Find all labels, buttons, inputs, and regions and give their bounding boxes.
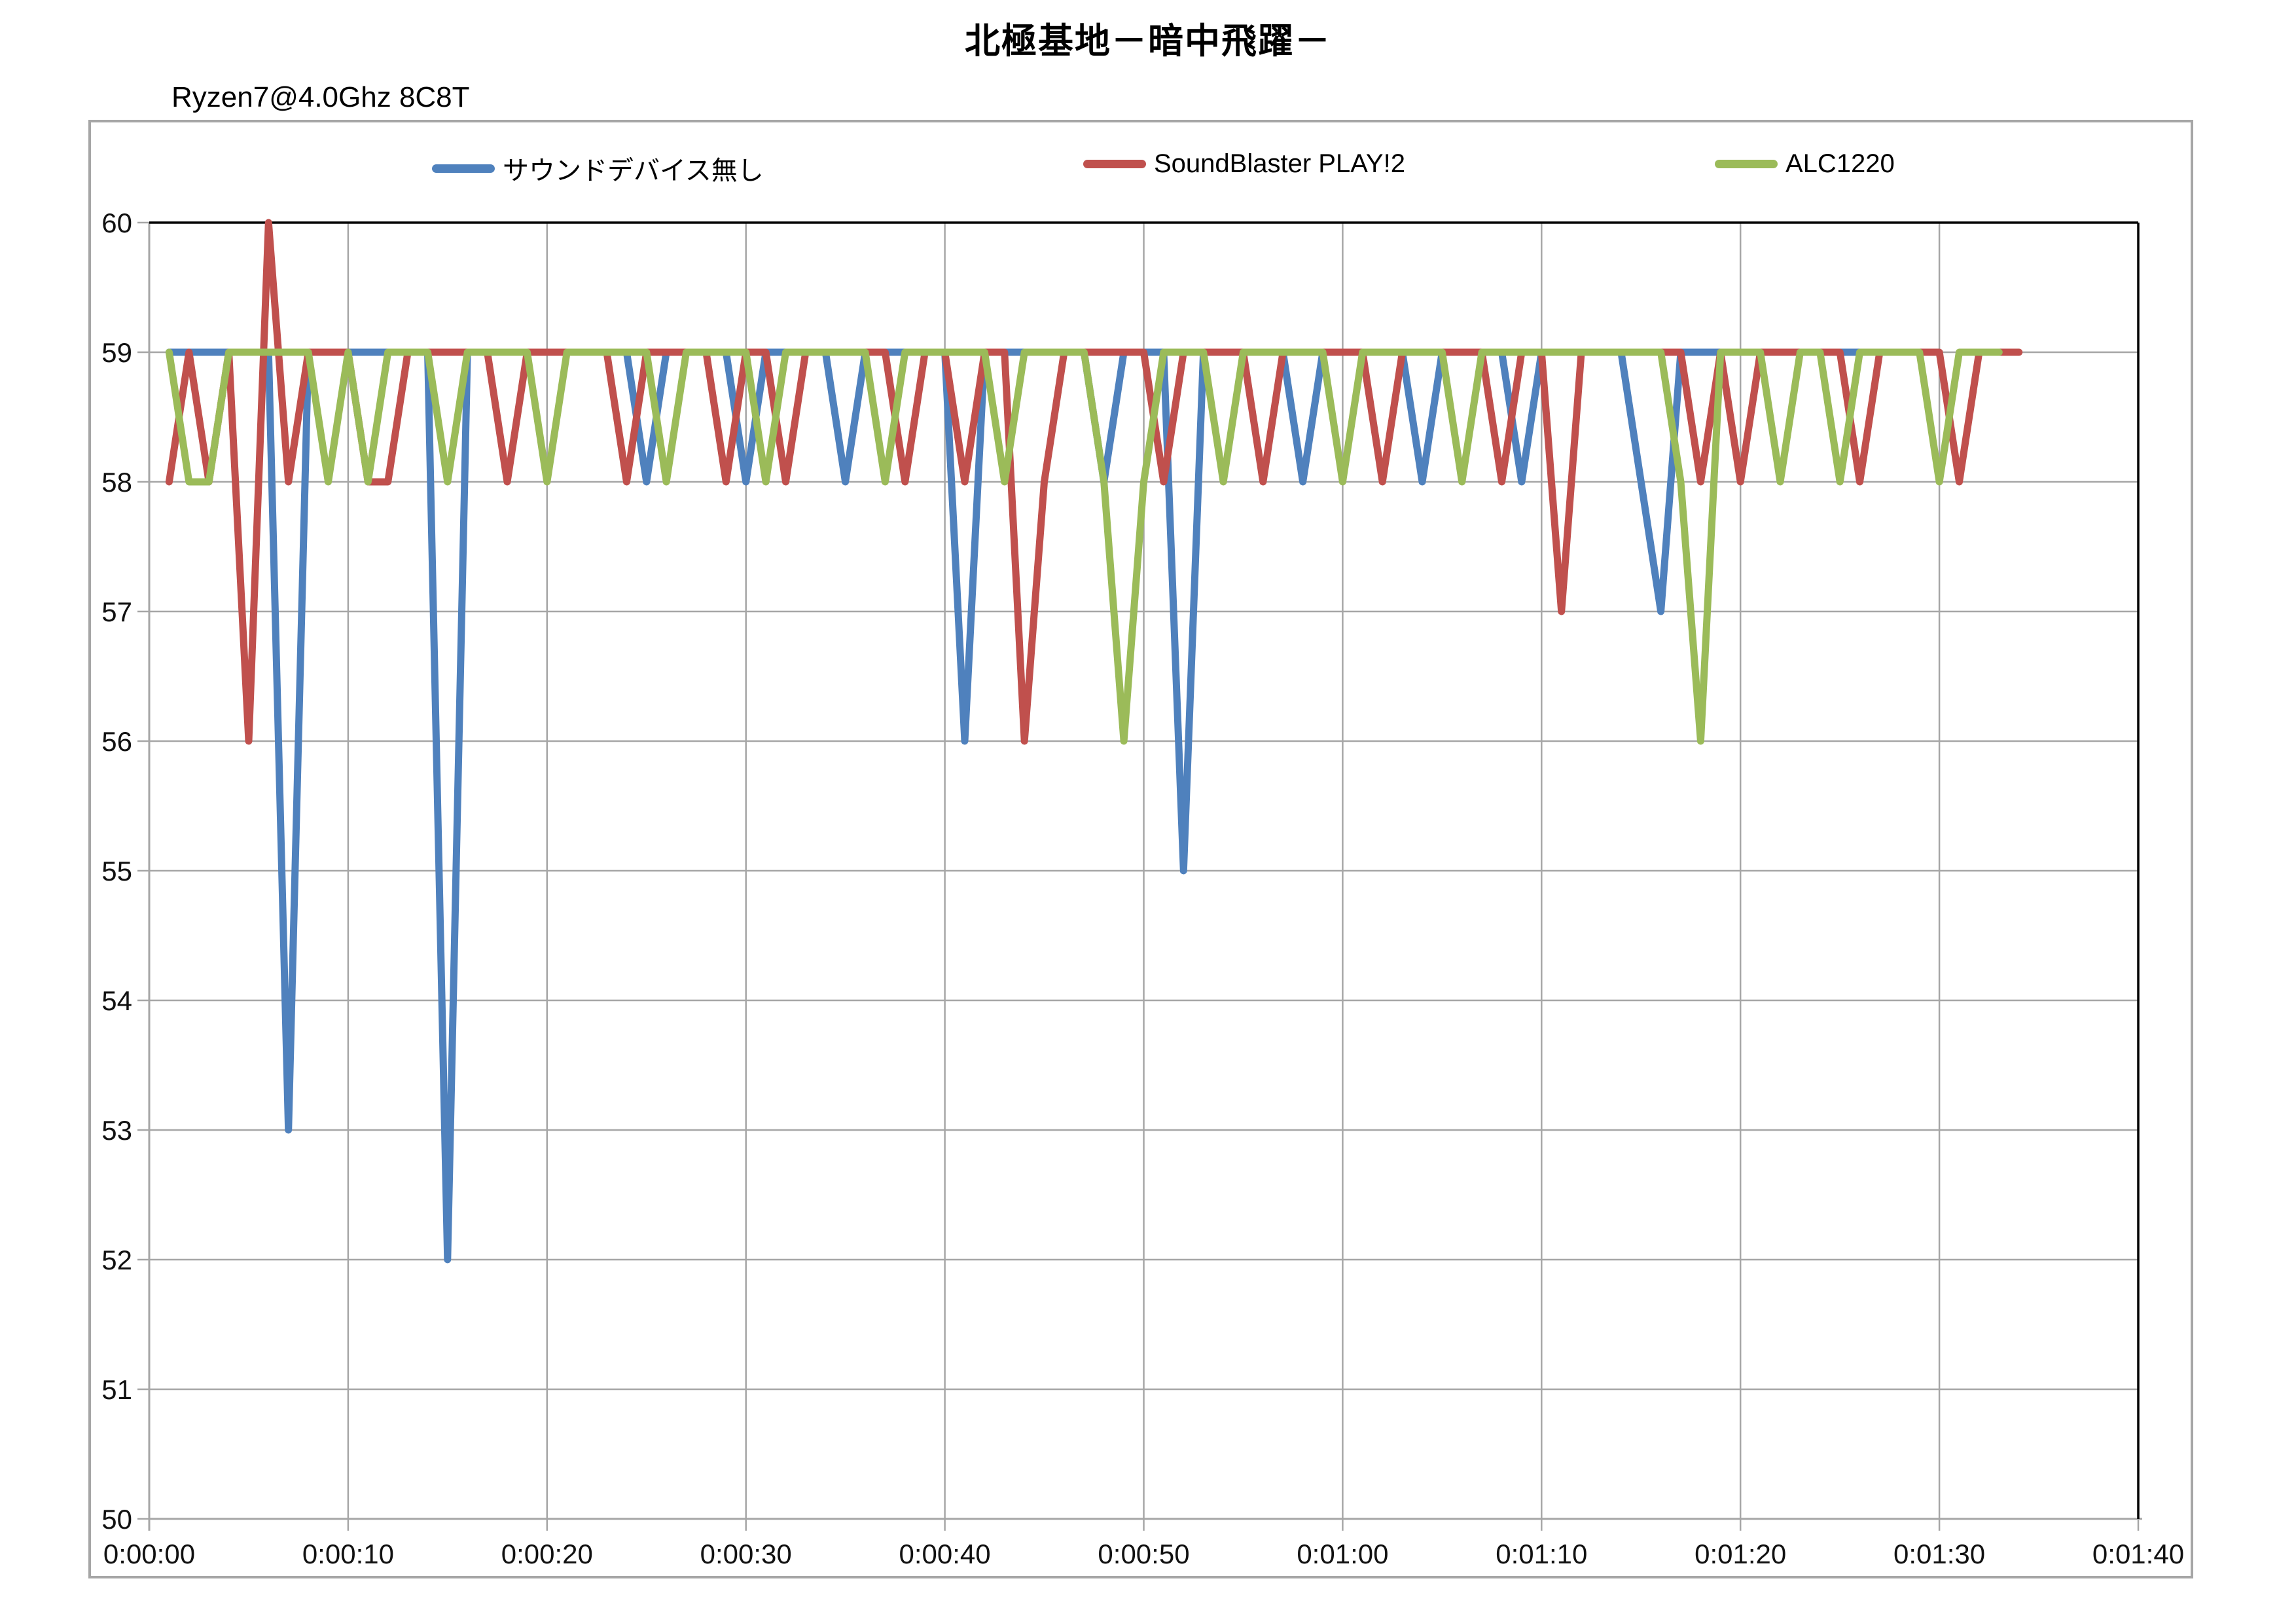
series-line-2 — [165, 348, 2003, 745]
x-axis-tick-label: 0:00:30 — [700, 1539, 792, 1569]
x-axis-tick-label: 0:00:00 — [103, 1539, 195, 1569]
legend-label: サウンドデバイス無し — [503, 156, 764, 185]
legend-line-blue-icon — [432, 164, 495, 173]
legend-item-soundblaster-play2: SoundBlaster PLAY!2 — [1083, 149, 1405, 179]
y-axis-tick-label: 57 — [101, 596, 132, 627]
x-axis-tick-label: 0:00:50 — [1098, 1539, 1189, 1569]
legend-item-no-sound-device: サウンドデバイス無し — [432, 149, 764, 187]
x-axis-tick-label: 0:01:30 — [1893, 1539, 1985, 1569]
x-axis-tick-label: 0:00:20 — [501, 1539, 593, 1569]
y-axis-tick-label: 50 — [101, 1504, 132, 1535]
x-axis-tick-label: 0:00:10 — [302, 1539, 394, 1569]
legend-line-red-icon — [1083, 160, 1146, 168]
y-axis-tick-label: 54 — [101, 985, 132, 1016]
y-axis-tick-label: 56 — [101, 726, 132, 757]
y-axis-tick-label: 52 — [101, 1245, 132, 1275]
y-axis-tick-label: 58 — [101, 467, 132, 498]
series-line-0 — [165, 348, 1903, 1264]
y-axis-tick-label: 59 — [101, 337, 132, 368]
legend-item-alc1220: ALC1220 — [1715, 149, 1895, 179]
legend-line-green-icon — [1715, 160, 1778, 168]
legend-label: SoundBlaster PLAY!2 — [1154, 149, 1405, 178]
legend-label: ALC1220 — [1785, 149, 1895, 178]
chart-subtitle: Ryzen7@4.0Ghz 8C8T — [171, 81, 470, 113]
x-axis-tick-label: 0:00:40 — [899, 1539, 991, 1569]
x-axis-tick-label: 0:01:20 — [1695, 1539, 1786, 1569]
x-axis-tick-label: 0:01:00 — [1297, 1539, 1388, 1569]
y-axis-tick-label: 55 — [101, 856, 132, 886]
chart-title: 北極基地－暗中飛躍－ — [965, 22, 1331, 61]
y-axis-tick-label: 53 — [101, 1115, 132, 1146]
y-axis-tick-label: 60 — [101, 208, 132, 238]
y-axis-tick-label: 51 — [101, 1374, 132, 1405]
x-axis-tick-label: 0:01:40 — [2092, 1539, 2184, 1569]
x-axis-tick-label: 0:01:10 — [1496, 1539, 1587, 1569]
